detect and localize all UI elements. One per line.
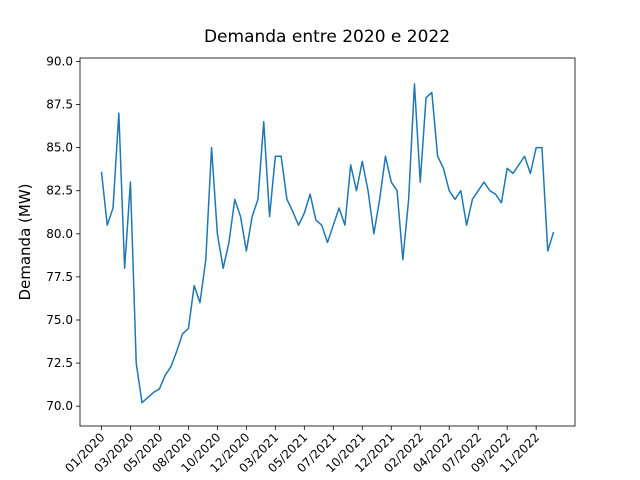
y-tick-label: 75.0: [46, 313, 73, 327]
y-tick-label: 90.0: [46, 54, 73, 68]
axes-frame: [79, 57, 576, 427]
y-tick-label: 77.5: [46, 270, 73, 284]
y-tick-label: 80.0: [46, 227, 73, 241]
data-line: [100, 83, 555, 404]
y-tick-label: 82.5: [46, 184, 73, 198]
y-axis-label: Demanda (MW): [16, 183, 34, 300]
y-tick-label: 70.0: [46, 399, 73, 413]
y-tick-label: 85.0: [46, 141, 73, 155]
y-tick-label: 72.5: [46, 356, 73, 370]
chart-title: Demanda entre 2020 e 2022: [204, 27, 450, 47]
y-tick-label: 87.5: [46, 98, 73, 112]
